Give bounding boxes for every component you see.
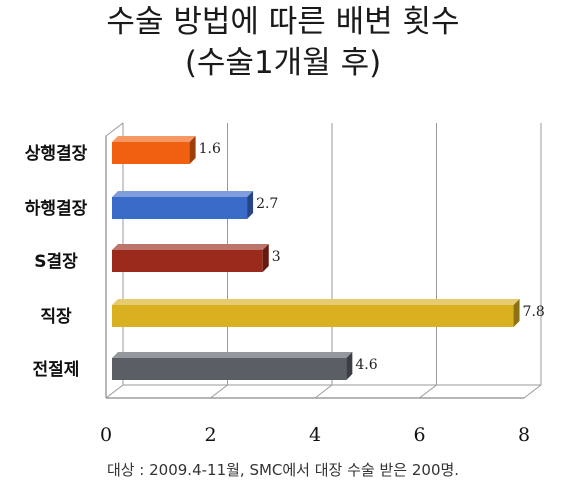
value-label-0: 1.6 — [199, 141, 221, 157]
chart-title-line2: (수술1개월 후) — [184, 45, 382, 81]
x-tick-labels: 0 2 4 6 8 — [100, 424, 530, 446]
value-label-2: 3 — [272, 249, 281, 265]
category-label-0: 상행결장 — [25, 144, 88, 164]
bars — [112, 136, 520, 380]
floor-line-1 — [210, 384, 228, 399]
category-label-2: S결장 — [34, 252, 78, 272]
value-label-1: 2.7 — [256, 196, 278, 212]
bar-3 — [112, 299, 520, 327]
x-tick-label-0: 0 — [100, 424, 112, 446]
value-label-3: 7.8 — [523, 304, 545, 320]
x-tick-label-2: 2 — [204, 424, 216, 446]
footnote: 대상 : 2009.4-11월, SMC에서 대장 수술 받은 200명. — [106, 461, 460, 479]
bar-4 — [112, 352, 353, 380]
floor-line-2 — [314, 384, 333, 399]
x-tick-label-8: 8 — [518, 424, 530, 446]
floor-line-0 — [105, 384, 124, 399]
value-labels: 1.6 2.7 3 7.8 4.6 — [199, 141, 545, 373]
category-label-1: 하행결장 — [25, 199, 88, 219]
bar-1 — [112, 191, 254, 219]
wall-top-edge — [105, 122, 124, 137]
x-tick-label-4: 4 — [309, 424, 321, 446]
x-tick-label-6: 6 — [413, 424, 425, 446]
value-label-4: 4.6 — [355, 357, 377, 373]
category-label-4: 전절제 — [33, 359, 80, 380]
bar-2 — [112, 244, 269, 272]
chart-title-line1: 수술 방법에 따른 배변 횟수 — [106, 4, 460, 40]
category-label-3: 직장 — [40, 307, 72, 327]
bar-0 — [112, 136, 196, 164]
floor-line-3 — [419, 384, 437, 399]
chart-title: 수술 방법에 따른 배변 횟수 (수술1개월 후) — [0, 2, 566, 84]
floor-line-4 — [523, 384, 542, 399]
